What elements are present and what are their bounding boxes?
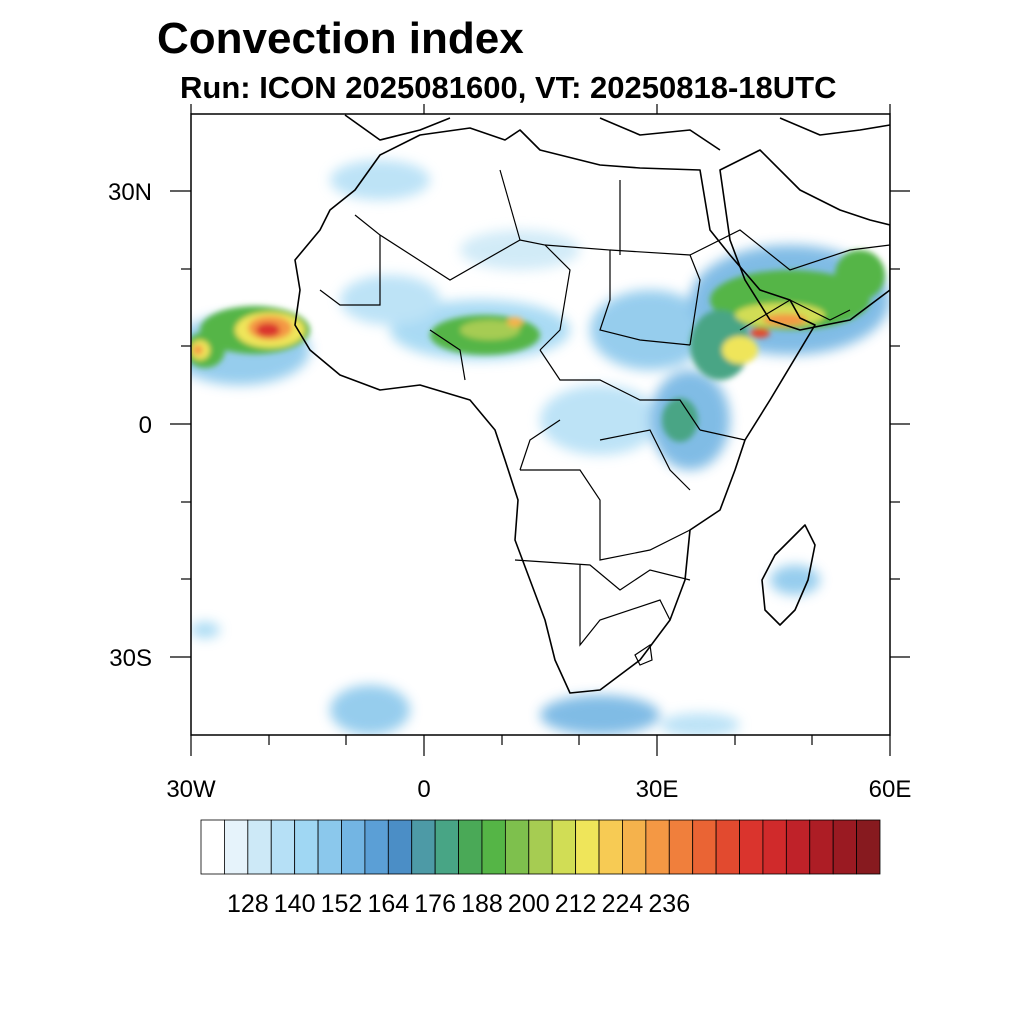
colorbar-swatch — [458, 819, 483, 875]
colorbar-label: 188 — [461, 890, 503, 918]
convection-field — [191, 160, 890, 735]
coastlines — [294, 114, 890, 694]
colorbar-swatch — [317, 819, 342, 875]
x-tick-label: 30E — [636, 776, 679, 803]
colorbar-swatch — [504, 819, 530, 875]
axis-ticks — [170, 104, 910, 756]
colorbar-swatch — [341, 819, 366, 875]
colorbar-swatch — [224, 819, 249, 875]
colorbar-swatch — [481, 819, 506, 875]
colorbar-swatch — [528, 819, 553, 875]
colorbar-label: 152 — [321, 890, 363, 918]
plot-subtitle: Run: ICON 2025081600, VT: 20250818-18UTC — [180, 70, 837, 105]
y-tick-label: 30N — [108, 179, 152, 206]
x-tick-label: 60E — [869, 776, 912, 803]
colorbar-swatch — [809, 819, 834, 875]
colorbar-swatch — [294, 819, 319, 875]
colorbar-swatch — [434, 819, 459, 875]
colorbar-swatch — [575, 819, 600, 875]
colorbar-swatch — [622, 819, 647, 875]
colorbar-swatch — [200, 819, 225, 875]
colorbar-swatch — [832, 819, 857, 875]
colorbar-swatch — [715, 819, 740, 875]
x-tick-label: 0 — [417, 776, 430, 803]
colorbar-swatch — [387, 819, 413, 875]
x-tick-labels: 30W 0 30E 60E — [166, 776, 911, 803]
colorbar-swatch — [739, 819, 764, 875]
colorbar-label: 176 — [414, 890, 456, 918]
colorbar-swatch — [598, 819, 623, 875]
y-tick-label: 30S — [109, 645, 152, 672]
colorbar-label: 212 — [555, 890, 597, 918]
colorbar-labels: 128 140 152 164 176 188 200 212 224 236 — [227, 890, 690, 918]
plot-title: Convection index — [157, 14, 524, 63]
colorbar-swatch — [411, 819, 436, 875]
colorbar-label: 164 — [367, 890, 409, 918]
country-borders — [319, 169, 890, 666]
colorbar — [200, 819, 881, 875]
colorbar-label: 224 — [602, 890, 644, 918]
colorbar-label: 236 — [648, 890, 690, 918]
colorbar-swatch — [668, 819, 694, 875]
y-tick-labels: 30N 0 30S — [108, 179, 152, 672]
colorbar-swatch — [551, 819, 577, 875]
y-tick-label: 0 — [139, 412, 152, 439]
colorbar-swatch — [645, 819, 670, 875]
colorbar-label: 200 — [508, 890, 550, 918]
colorbar-swatch — [692, 819, 717, 875]
colorbar-swatch — [856, 819, 881, 875]
colorbar-swatch — [762, 819, 787, 875]
colorbar-label: 140 — [274, 890, 316, 918]
colorbar-swatch — [364, 819, 389, 875]
colorbar-swatch — [247, 819, 272, 875]
colorbar-swatch — [785, 819, 811, 875]
colorbar-label: 128 — [227, 890, 269, 918]
x-tick-label: 30W — [166, 776, 216, 803]
colorbar-swatch — [270, 819, 296, 875]
